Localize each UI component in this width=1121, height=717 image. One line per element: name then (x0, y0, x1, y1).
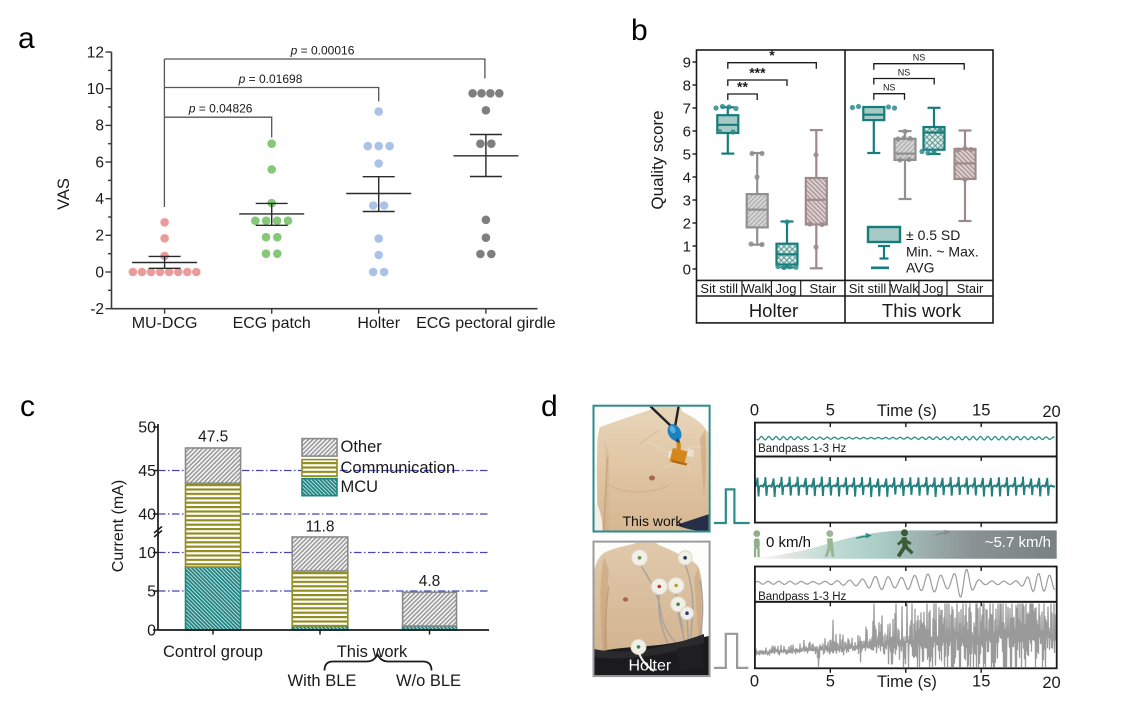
svg-text:Sit still: Sit still (700, 281, 738, 296)
svg-text:± 0.5 SD: ± 0.5 SD (906, 227, 960, 243)
svg-text:Time (s): Time (s) (877, 402, 937, 420)
svg-text:Communication: Communication (341, 459, 456, 477)
svg-text:p = 0.04826: p = 0.04826 (188, 102, 253, 116)
svg-text:0: 0 (147, 623, 156, 640)
svg-text:50: 50 (138, 420, 156, 437)
svg-text:0: 0 (750, 402, 759, 420)
svg-text:6: 6 (95, 154, 104, 171)
svg-text:a: a (18, 22, 35, 55)
svg-text:Min. ~ Max.: Min. ~ Max. (906, 244, 979, 260)
svg-text:Stair: Stair (810, 281, 837, 296)
svg-text:With BLE: With BLE (288, 672, 357, 690)
svg-text:4.8: 4.8 (419, 573, 441, 590)
svg-text:NS: NS (913, 53, 926, 63)
svg-text:4: 4 (95, 191, 104, 208)
svg-text:Walk: Walk (890, 281, 919, 296)
svg-text:***: *** (749, 65, 766, 81)
svg-text:20: 20 (1042, 403, 1060, 421)
svg-text:Current (mA): Current (mA) (110, 480, 127, 572)
svg-text:c: c (20, 390, 35, 423)
svg-text:d: d (541, 390, 558, 423)
svg-text:ECG patch: ECG patch (233, 315, 311, 332)
svg-text:Time (s): Time (s) (877, 673, 937, 691)
svg-text:1: 1 (683, 238, 691, 255)
svg-text:10: 10 (87, 81, 105, 98)
svg-text:VAS: VAS (55, 178, 73, 210)
svg-text:40: 40 (138, 507, 156, 524)
svg-text:NS: NS (898, 68, 911, 78)
svg-text:NS: NS (883, 83, 896, 93)
svg-text:~5.7 km/h: ~5.7 km/h (985, 534, 1051, 551)
svg-text:12: 12 (87, 44, 104, 61)
svg-text:5: 5 (147, 584, 156, 601)
svg-text:47.5: 47.5 (198, 429, 228, 446)
svg-text:AVG: AVG (906, 260, 935, 276)
svg-text:2: 2 (683, 215, 691, 232)
svg-text:Walk: Walk (742, 281, 771, 296)
svg-text:7: 7 (683, 100, 691, 117)
svg-text:Sit still: Sit still (849, 281, 887, 296)
svg-text:This work: This work (337, 643, 408, 661)
svg-text:Other: Other (341, 438, 383, 456)
svg-text:This work: This work (882, 300, 962, 321)
svg-text:0 km/h: 0 km/h (766, 534, 811, 551)
svg-text:*: * (769, 47, 775, 63)
svg-text:This work: This work (623, 513, 684, 529)
svg-text:15: 15 (972, 673, 990, 691)
svg-text:Bandpass 1-3 Hz: Bandpass 1-3 Hz (758, 443, 846, 455)
svg-text:-2: -2 (90, 301, 104, 318)
svg-text:ECG pectoral girdle: ECG pectoral girdle (416, 315, 556, 332)
svg-text:MU-DCG: MU-DCG (132, 315, 198, 332)
svg-text:9: 9 (683, 54, 691, 71)
svg-text:8: 8 (683, 77, 691, 94)
svg-text:5: 5 (826, 673, 835, 691)
svg-text:Jog: Jog (923, 281, 944, 296)
svg-text:MCU: MCU (341, 478, 379, 496)
svg-text:W/o BLE: W/o BLE (396, 672, 461, 690)
svg-text:0: 0 (95, 264, 104, 281)
svg-text:4: 4 (683, 169, 691, 186)
svg-text:b: b (631, 14, 648, 47)
svg-text:Holter: Holter (357, 315, 400, 332)
svg-text:0: 0 (750, 673, 759, 691)
svg-text:Control group: Control group (163, 643, 263, 661)
svg-text:5: 5 (683, 146, 691, 163)
svg-text:2: 2 (95, 228, 104, 245)
svg-text:11.8: 11.8 (305, 519, 334, 536)
svg-text:Jog: Jog (776, 281, 797, 296)
svg-text:8: 8 (95, 118, 104, 135)
svg-text:Holter: Holter (629, 658, 672, 675)
svg-text:45: 45 (138, 463, 156, 480)
svg-text:Stair: Stair (957, 281, 984, 296)
svg-text:Bandpass 1-3 Hz: Bandpass 1-3 Hz (758, 591, 846, 603)
svg-text:20: 20 (1042, 674, 1060, 692)
svg-text:Holter: Holter (749, 300, 798, 321)
svg-text:15: 15 (972, 402, 990, 420)
svg-text:p = 0.01698: p = 0.01698 (238, 72, 303, 86)
svg-text:p = 0.00016: p = 0.00016 (290, 44, 355, 58)
svg-text:**: ** (737, 79, 748, 95)
svg-text:10: 10 (138, 545, 156, 562)
svg-text:6: 6 (683, 123, 691, 140)
svg-text:3: 3 (683, 192, 691, 209)
svg-text:Quality score: Quality score (648, 110, 667, 209)
svg-text:0: 0 (683, 261, 691, 278)
svg-text:5: 5 (826, 402, 835, 420)
